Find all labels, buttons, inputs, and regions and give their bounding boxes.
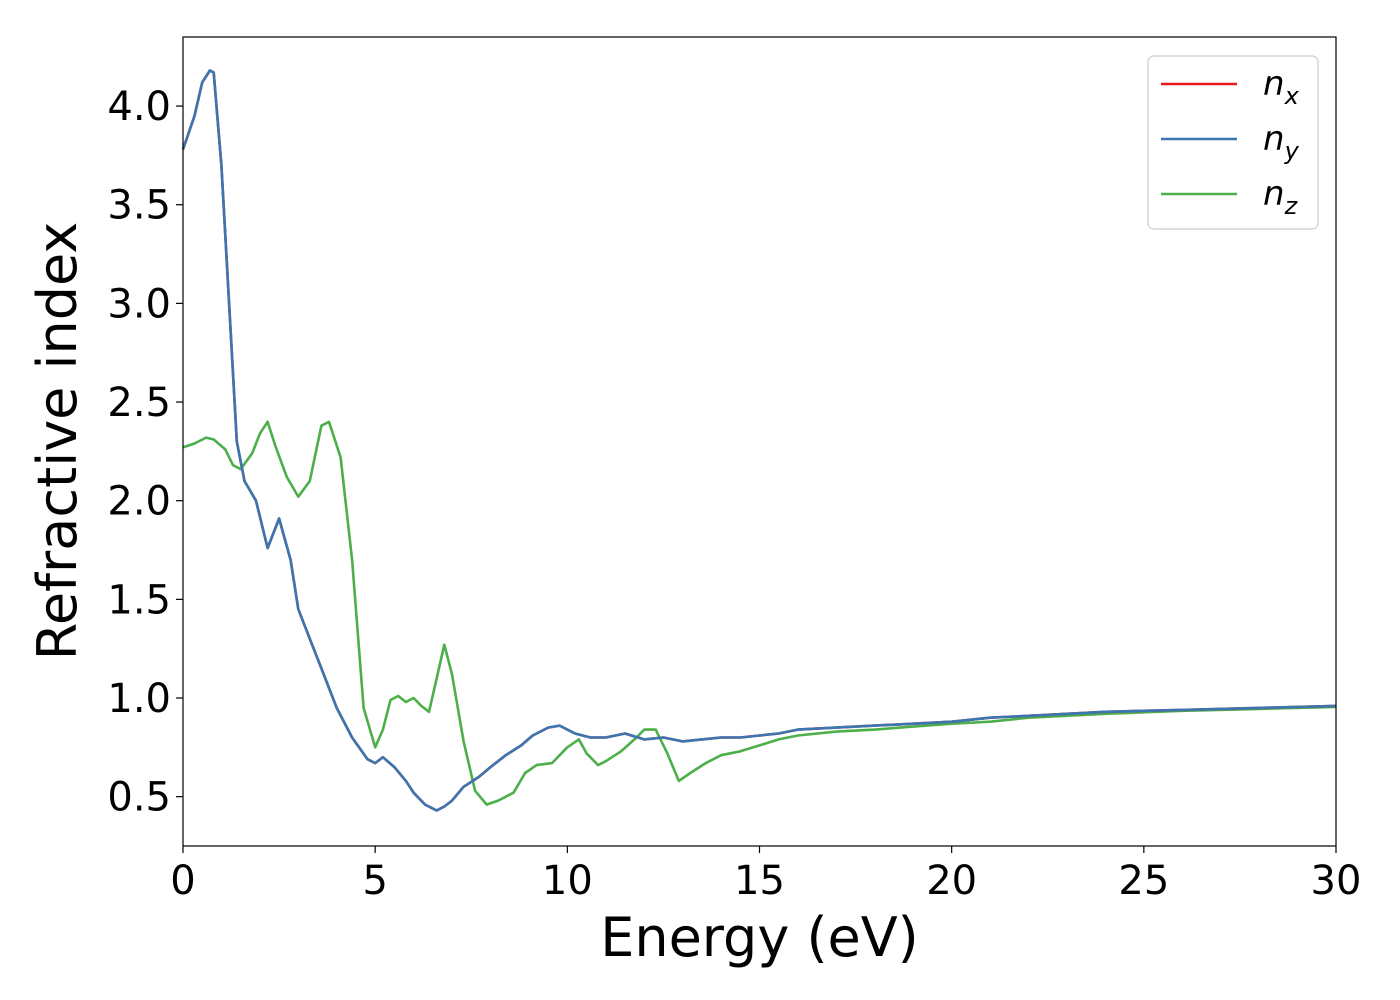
legend-label-nx: nx bbox=[1263, 64, 1300, 110]
legend-label-ny: ny bbox=[1263, 119, 1300, 165]
legend-box bbox=[1147, 55, 1319, 230]
legend-label-subscript: z bbox=[1284, 192, 1299, 220]
legend-label-base: n bbox=[1263, 119, 1285, 159]
series-line-ny bbox=[181, 69, 1337, 812]
legend-label-subscript: x bbox=[1284, 82, 1300, 110]
y-tick-label: 1.0 bbox=[107, 676, 171, 722]
y-tick-label: 3.0 bbox=[107, 281, 171, 327]
legend-label-subscript: y bbox=[1284, 137, 1300, 165]
y-tick-label: 4.0 bbox=[107, 84, 171, 130]
y-tick-label: 0.5 bbox=[107, 775, 171, 821]
y-tick-label: 3.5 bbox=[107, 183, 171, 229]
x-tick-label: 30 bbox=[1311, 858, 1362, 904]
x-tick-label: 20 bbox=[926, 858, 977, 904]
y-tick-label: 1.5 bbox=[107, 577, 171, 623]
x-tick-label: 0 bbox=[170, 858, 195, 904]
x-tick-label: 10 bbox=[542, 858, 593, 904]
x-tick-label: 15 bbox=[734, 858, 785, 904]
y-tick-label: 2.0 bbox=[107, 479, 171, 525]
x-tick-label: 5 bbox=[362, 858, 387, 904]
x-axis-title: Energy (eV) bbox=[600, 906, 919, 969]
series-line-nz bbox=[182, 420, 1337, 806]
plot-lines bbox=[181, 69, 1337, 812]
y-tick-label: 2.5 bbox=[107, 380, 171, 426]
x-axis-ticks: 0 5 10 15 20 25 30 bbox=[170, 846, 1361, 904]
y-axis-title: Refractive index bbox=[26, 222, 89, 661]
y-axis-ticks: 0.5 1.0 1.5 2.0 2.5 3.0 3.5 4.0 bbox=[107, 84, 183, 821]
legend-label-base: n bbox=[1263, 174, 1285, 214]
legend-label-nz: nz bbox=[1263, 174, 1299, 220]
legend-label-base: n bbox=[1263, 64, 1285, 104]
x-tick-label: 25 bbox=[1118, 858, 1169, 904]
